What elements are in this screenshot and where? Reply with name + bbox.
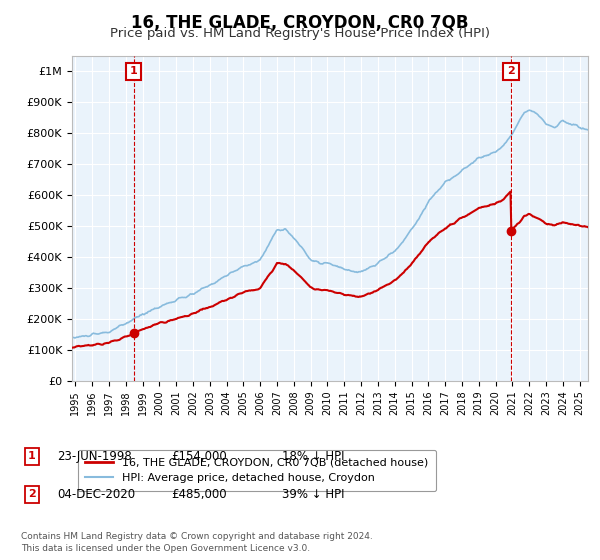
Text: 23-JUN-1998: 23-JUN-1998 (57, 450, 132, 463)
Text: 16, THE GLADE, CROYDON, CR0 7QB: 16, THE GLADE, CROYDON, CR0 7QB (131, 14, 469, 32)
Legend: 16, THE GLADE, CROYDON, CR0 7QB (detached house), HPI: Average price, detached h: 16, THE GLADE, CROYDON, CR0 7QB (detache… (77, 450, 436, 491)
Text: £154,000: £154,000 (171, 450, 227, 463)
Text: 39% ↓ HPI: 39% ↓ HPI (282, 488, 344, 501)
Text: 2: 2 (507, 67, 515, 77)
Text: 1: 1 (130, 67, 137, 77)
Text: Contains HM Land Registry data © Crown copyright and database right 2024.
This d: Contains HM Land Registry data © Crown c… (21, 533, 373, 553)
Text: £485,000: £485,000 (171, 488, 227, 501)
Text: 18% ↓ HPI: 18% ↓ HPI (282, 450, 344, 463)
Text: 1: 1 (28, 451, 35, 461)
Text: Price paid vs. HM Land Registry's House Price Index (HPI): Price paid vs. HM Land Registry's House … (110, 27, 490, 40)
Text: 04-DEC-2020: 04-DEC-2020 (57, 488, 135, 501)
Text: 2: 2 (28, 489, 35, 500)
